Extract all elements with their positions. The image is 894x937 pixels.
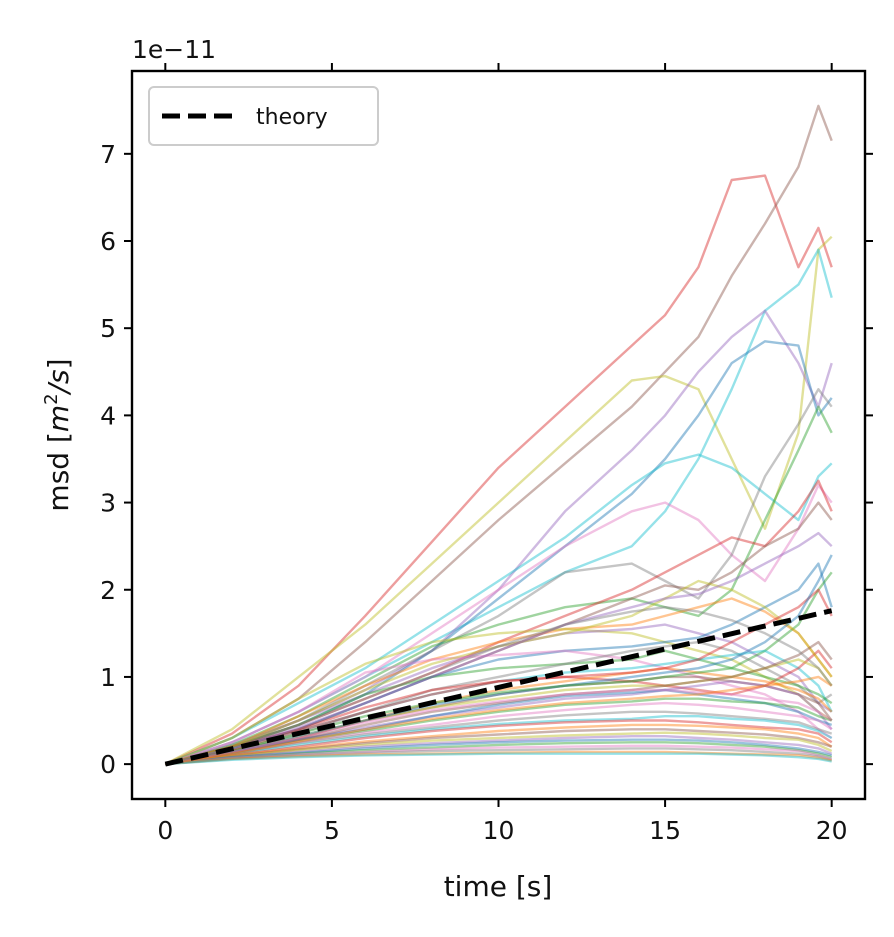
trajectory-line-50 <box>165 606 833 766</box>
trajectory-line-10 <box>164 405 833 766</box>
trajectory-line-5 <box>164 309 833 766</box>
y-offset-text: 1e−11 <box>132 35 216 64</box>
trajectory-line-49 <box>165 675 833 766</box>
trajectory-line-26 <box>165 688 833 766</box>
legend-box <box>148 86 379 146</box>
trajectory-line-22 <box>165 667 833 766</box>
trajectory-line-2 <box>164 104 833 766</box>
trajectory-line-24 <box>165 658 833 766</box>
trajectory-line-8 <box>164 483 833 766</box>
y-axis-label-math2: /s <box>42 369 75 396</box>
y-tick-label: 6 <box>100 227 116 256</box>
y-axis-label-prefix: msd [ <box>42 432 75 511</box>
trajectory-line-39 <box>165 747 833 766</box>
y-axis-label-suffix: ] <box>42 358 75 369</box>
legend: theory <box>148 86 379 146</box>
trajectory-line-20 <box>165 649 833 766</box>
axis-ticks: 0 5 10 15 20 0 1 2 3 4 5 6 7 <box>100 63 873 845</box>
trajectory-line-47 <box>165 640 833 766</box>
trajectory-line-48 <box>165 688 833 766</box>
trajectory-line-18 <box>164 571 833 766</box>
x-tick-label: 5 <box>324 816 340 845</box>
trajectory-line-25 <box>165 680 833 766</box>
trajectory-line-29 <box>165 710 833 766</box>
trajectory-line-4 <box>164 248 833 766</box>
y-tick-label: 2 <box>100 576 116 605</box>
trajectory-line-30 <box>165 715 833 766</box>
trajectory-line-43 <box>165 531 833 766</box>
trajectory-line-9 <box>164 388 833 766</box>
y-tick-label: 3 <box>100 489 116 518</box>
trajectory-line-31 <box>165 719 833 766</box>
trajectory-line-14 <box>164 627 833 766</box>
x-tick-label: 20 <box>816 816 848 845</box>
trajectory-line-32 <box>165 723 833 766</box>
trajectory-line-36 <box>165 738 833 766</box>
trajectory-lines <box>164 104 833 766</box>
trajectory-line-23 <box>165 675 833 766</box>
y-tick-label: 1 <box>100 663 116 692</box>
trajectory-line-28 <box>165 701 833 766</box>
trajectory-line-17 <box>164 649 833 766</box>
trajectory-line-44 <box>165 588 833 766</box>
theory-series <box>164 608 833 767</box>
trajectory-line-11 <box>164 479 833 766</box>
trajectory-line-42 <box>164 579 833 766</box>
trajectory-line-27 <box>165 697 833 766</box>
trajectory-line-21 <box>164 649 833 766</box>
trajectory-line-40 <box>165 750 832 766</box>
legend-theory-label: theory <box>256 105 328 130</box>
trajectory-line-37 <box>165 741 833 766</box>
trajectory-line-38 <box>165 744 833 766</box>
y-tick-label: 7 <box>100 140 116 169</box>
trajectory-line-41 <box>165 752 832 766</box>
trajectory-line-16 <box>165 562 833 766</box>
x-tick-label: 15 <box>649 816 681 845</box>
trajectory-line-35 <box>165 735 833 766</box>
x-tick-label: 0 <box>157 816 173 845</box>
trajectory-line-13 <box>164 597 833 766</box>
trajectory-line-45 <box>165 554 833 766</box>
y-tick-label: 0 <box>100 750 116 779</box>
trajectory-line-3 <box>164 235 833 766</box>
y-axis-label: msd [m2/s] <box>41 358 75 511</box>
y-axis-label-math: m <box>42 405 75 432</box>
x-tick-label: 10 <box>483 816 515 845</box>
trajectory-line-33 <box>165 728 833 766</box>
y-tick-label: 5 <box>100 314 116 343</box>
theory-line <box>164 608 833 767</box>
x-axis-label: time [s] <box>444 870 553 903</box>
trajectory-line-12 <box>165 501 833 766</box>
trajectory-line-6 <box>164 340 833 766</box>
trajectory-line-34 <box>165 731 833 766</box>
trajectory-line-1 <box>164 174 833 766</box>
y-axis-label-sup: 2 <box>41 393 62 404</box>
trajectory-line-15 <box>164 623 833 766</box>
y-tick-label: 4 <box>100 401 116 430</box>
trajectory-line-7 <box>164 453 833 766</box>
